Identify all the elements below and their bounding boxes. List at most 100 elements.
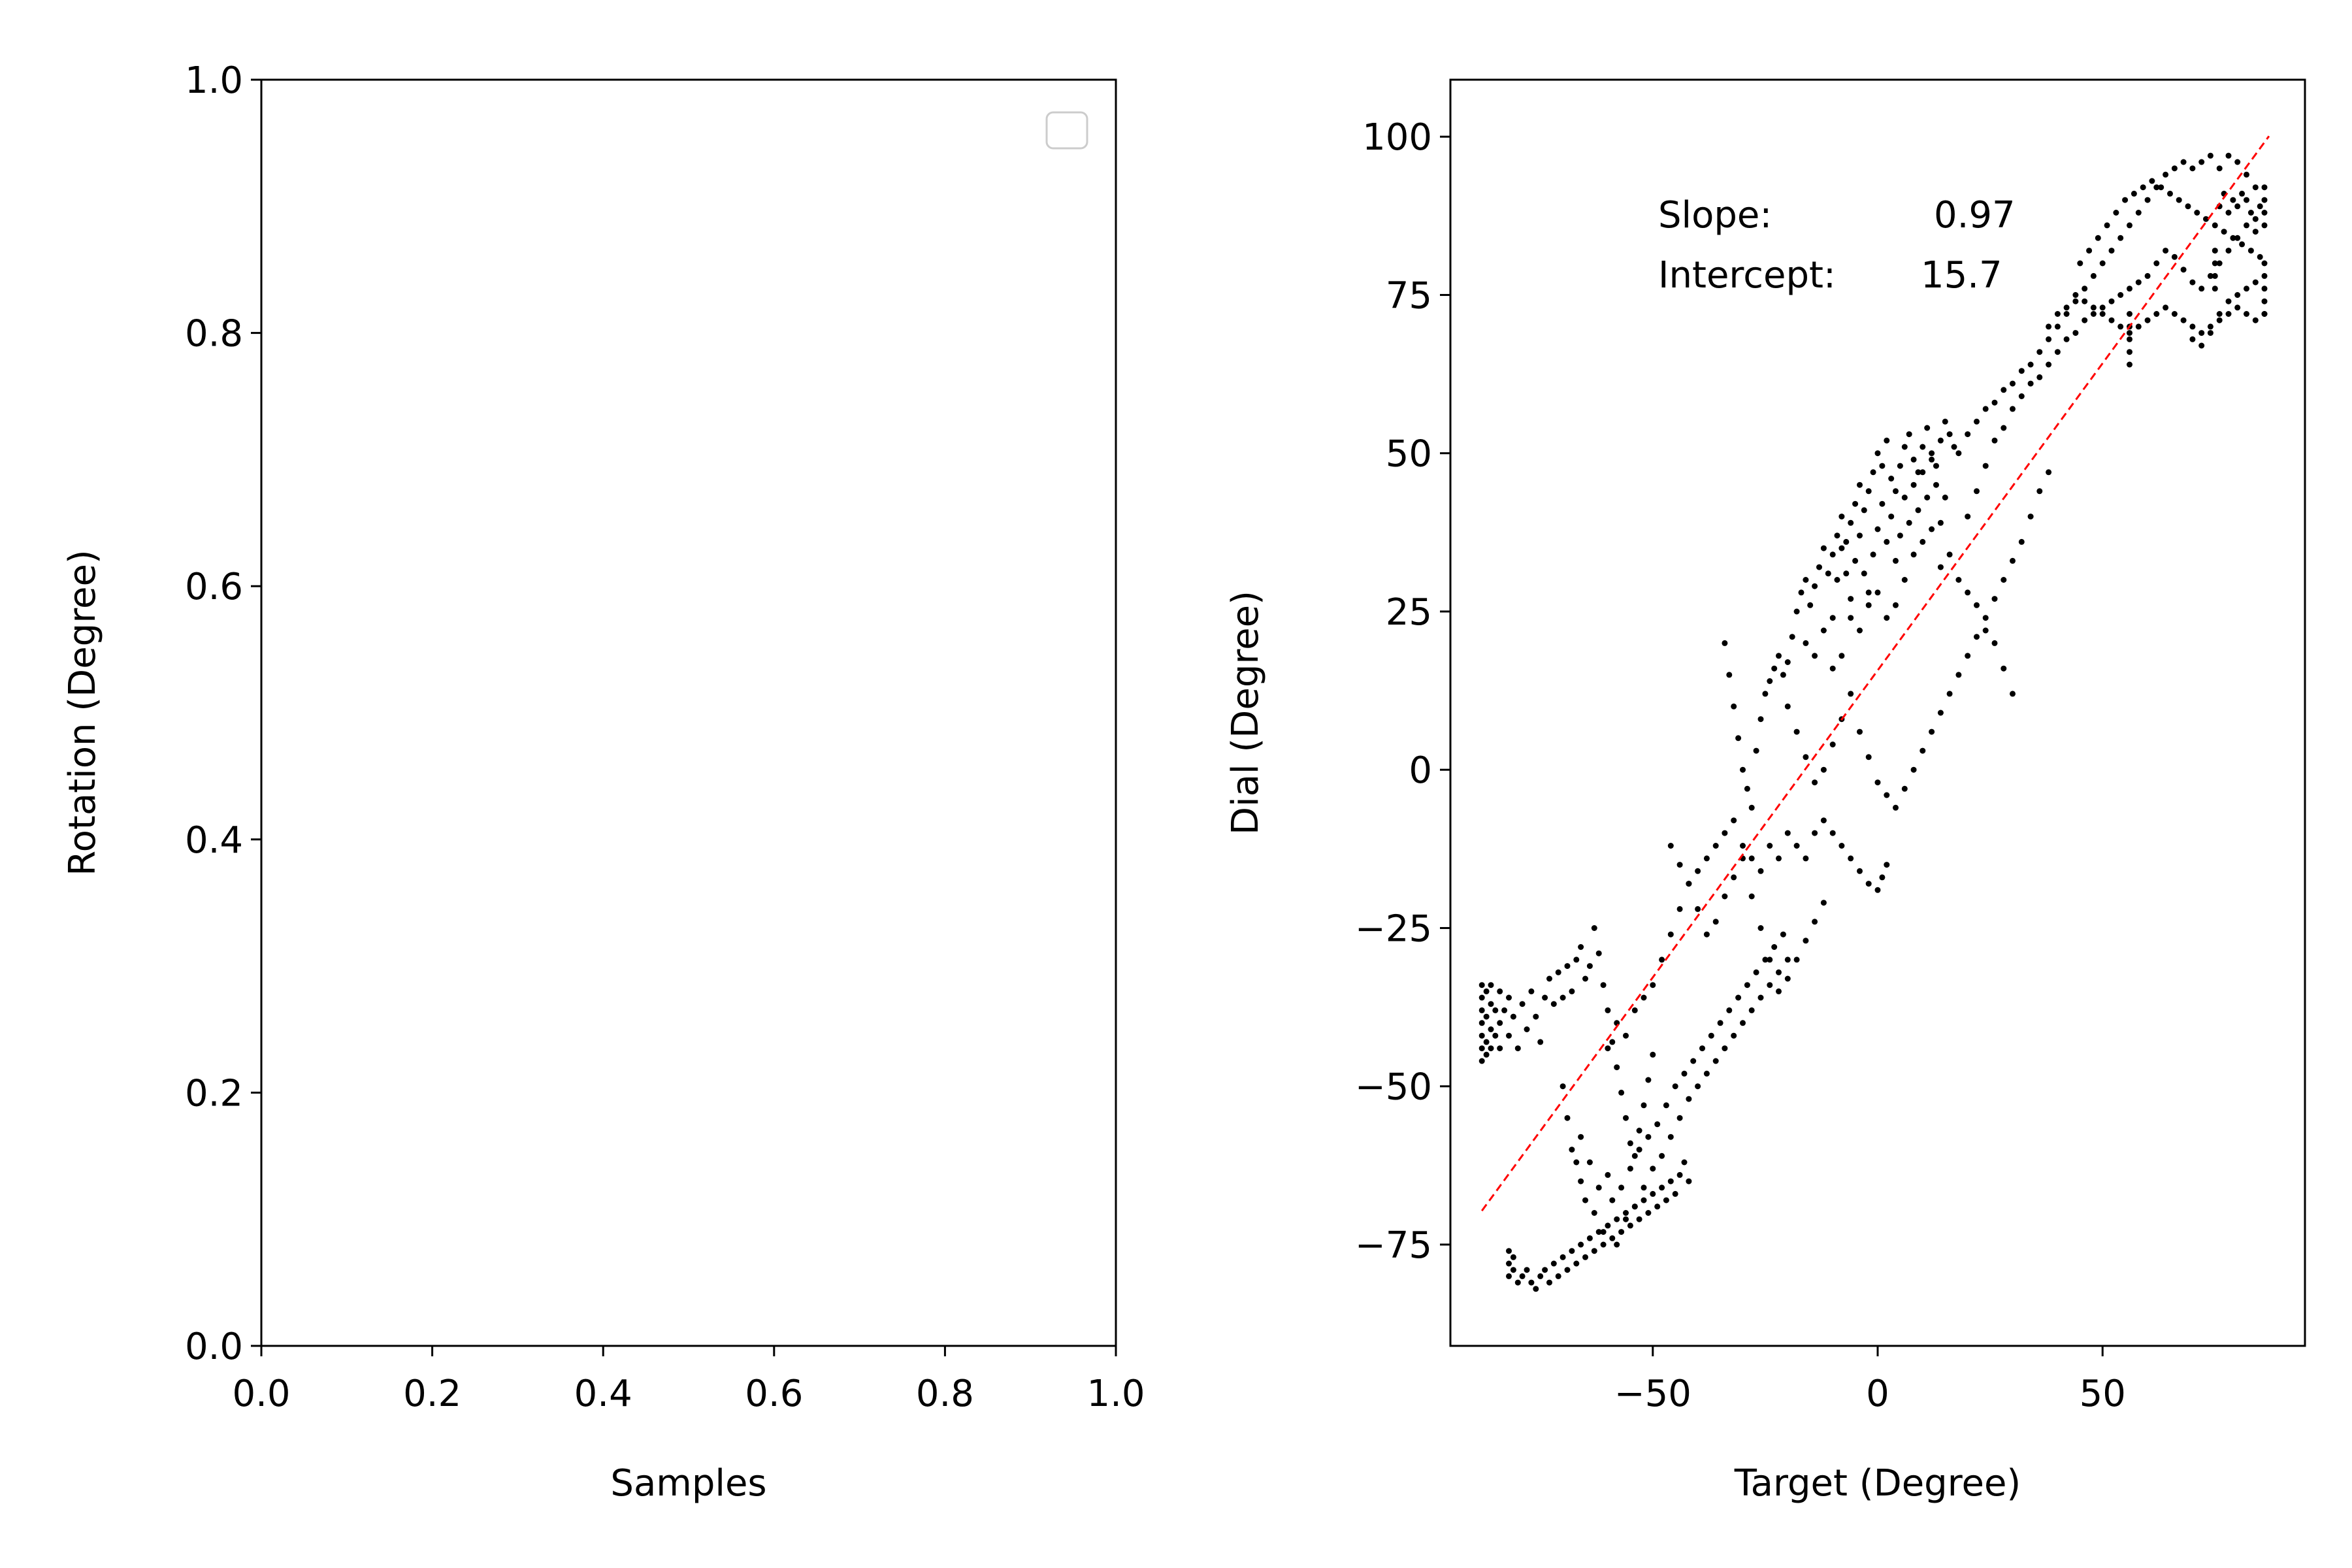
scatter-point (1726, 672, 1733, 678)
scatter-point (1506, 1260, 1512, 1267)
scatter-point (1884, 792, 1890, 798)
scatter-point (1600, 982, 1607, 988)
scatter-point (1506, 1248, 1512, 1254)
scatter-point (1695, 906, 1701, 912)
scatter-point (1919, 469, 1926, 476)
scatter-point (2090, 272, 2097, 279)
scatter-point (2244, 286, 2249, 292)
scatter-point (1807, 602, 1814, 608)
scatter-point (2127, 361, 2132, 368)
scatter-point (1636, 1147, 1642, 1153)
scatter-point (1740, 766, 1746, 773)
scatter-point (1982, 406, 1989, 412)
scatter-point (1636, 1128, 1642, 1134)
scatter-point (1631, 1007, 1638, 1013)
scatter-point (1767, 843, 1773, 849)
scatter-point (2063, 336, 2070, 342)
scatter-point (1893, 602, 1899, 608)
scatter-point (1528, 988, 1535, 994)
empty-legend-box[interactable] (1045, 111, 1088, 150)
scatter-point (2180, 267, 2187, 273)
scatter-point (1623, 1032, 1629, 1039)
scatter-point (1991, 437, 1998, 444)
scatter-point (1546, 1279, 1552, 1286)
scatter-point (2207, 323, 2213, 330)
scatter-point (1497, 1045, 1503, 1052)
scatter-point (1492, 1032, 1499, 1039)
scatter-point (1937, 437, 1944, 444)
scatter-point (1884, 862, 1890, 868)
scatter-point (1586, 1159, 1593, 1166)
scatter-point (1857, 868, 1863, 874)
scatter-point (1609, 1039, 1616, 1045)
scatter-point (1942, 418, 1948, 425)
scatter-point (1497, 1020, 1503, 1026)
scatter-point (1874, 450, 1881, 457)
scatter-point (1915, 507, 1921, 514)
scatter-point (1812, 830, 1818, 836)
scatter-point (1919, 444, 1926, 450)
scatter-point (1614, 1216, 1620, 1222)
scatter-point (1771, 665, 1778, 672)
scatter-point (1812, 919, 1818, 925)
scatter-point (2216, 260, 2223, 267)
scatter-point (2244, 311, 2249, 317)
scatter-point (1982, 463, 1989, 469)
scatter-point (1650, 1051, 1656, 1058)
scatter-point (1848, 519, 1854, 526)
scatter-point (2189, 279, 2196, 286)
scatter-point (1848, 596, 1854, 602)
scatter-point (1506, 1273, 1512, 1279)
scatter-point (1982, 615, 1989, 621)
right-y-tick-label: −25 (1355, 907, 1432, 950)
scatter-point (1627, 1166, 1633, 1172)
left-y-axis-label: Rotation (Degree) (61, 549, 104, 876)
scatter-point (2234, 159, 2241, 165)
scatter-point (1676, 1171, 1683, 1178)
scatter-point (1686, 1096, 1692, 1102)
right-y-axis-label: Dial (Degree) (1224, 591, 1267, 835)
left-x-tick-label: 0.6 (745, 1373, 803, 1415)
scatter-point (1919, 747, 1926, 754)
scatter-point (2244, 171, 2249, 178)
scatter-point (1884, 538, 1890, 545)
scatter-point (1888, 514, 1895, 520)
scatter-point (1874, 887, 1881, 893)
scatter-point (1663, 1102, 1669, 1109)
scatter-point (1965, 589, 1971, 596)
scatter-point (2127, 349, 2132, 355)
scatter-point (2189, 336, 2196, 342)
scatter-point (2072, 330, 2079, 336)
scatter-point (1681, 1159, 1688, 1166)
scatter-point (2261, 197, 2268, 203)
left-axes-frame (260, 78, 1117, 1347)
scatter-point (1753, 747, 1759, 754)
scatter-point (2230, 197, 2236, 203)
scatter-point (1924, 495, 1931, 500)
scatter-point (1929, 728, 1935, 735)
scatter-point (2225, 152, 2232, 159)
scatter-point (1929, 450, 1935, 457)
scatter-point (1834, 532, 1840, 539)
scatter-point (1784, 975, 1791, 982)
scatter-point (1757, 716, 1764, 723)
scatter-point (1586, 963, 1593, 970)
scatter-point (2252, 317, 2259, 323)
scatter-point (1937, 564, 1944, 570)
scatter-point (1924, 425, 1931, 431)
scatter-point (2216, 165, 2223, 172)
scatter-point (1965, 514, 1971, 520)
scatter-point (1789, 634, 1795, 640)
scatter-point (1627, 1140, 1633, 1147)
scatter-point (1478, 1045, 1485, 1052)
scatter-point (1861, 507, 1867, 514)
scatter-point (1582, 1197, 1588, 1203)
right-y-tick-label: −75 (1355, 1224, 1432, 1267)
right-y-tick-label: 75 (1386, 274, 1432, 317)
scatter-point (1776, 653, 1782, 659)
scatter-point (1906, 519, 1912, 526)
scatter-point (1533, 1013, 1539, 1020)
scatter-point (2054, 311, 2061, 317)
left-x-tick-label: 0.8 (916, 1373, 974, 1415)
left-y-tick-label: 0.4 (185, 819, 243, 862)
